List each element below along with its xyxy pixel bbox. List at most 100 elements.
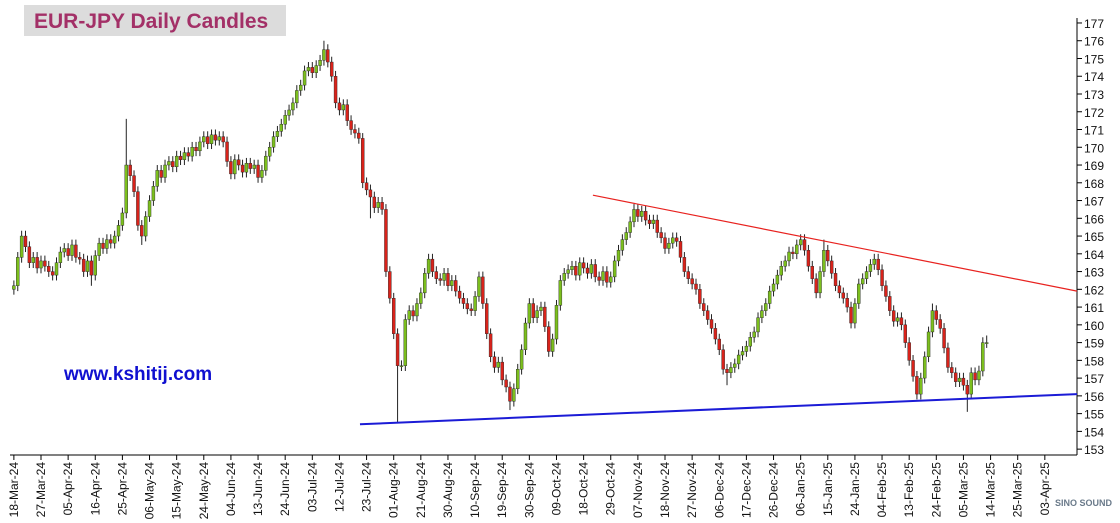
candle-body [674,237,679,242]
candle-body [78,257,82,260]
y-tick-label: 156 [1084,390,1104,404]
candle-body [70,244,74,256]
candle-body [717,338,721,350]
candle-body [775,274,780,285]
candle-body [279,123,284,132]
candle-body [109,239,113,244]
trend-line [592,194,1078,292]
candle-body [926,331,931,358]
y-tick-label: 167 [1084,195,1104,209]
candle-body [934,310,939,320]
candle-body [779,266,783,276]
candle-body [140,225,144,237]
x-tick-label: 05-Mar-25 [956,462,970,518]
candle-body [938,319,942,329]
candle-body [899,317,904,326]
x-tick-label: 17-Dec-24 [739,462,753,518]
candle-body [895,317,900,322]
y-tick-label: 176 [1084,35,1104,49]
candle-body [849,306,853,324]
candle-body [481,276,485,304]
candle-body [194,147,198,152]
candle-body [709,319,714,329]
trend-line [359,393,1078,426]
candle-body [66,248,70,256]
candle-body [733,363,737,368]
y-tick-label: 159 [1084,337,1104,351]
candle-body [492,356,497,368]
candle-body [85,260,90,272]
candle-body [368,189,373,198]
candle-body [54,262,59,276]
y-tick-label: 170 [1084,141,1104,155]
candle-body [171,161,175,168]
candle-body [868,264,873,272]
candle-body [636,209,640,217]
y-tick-label: 158 [1084,354,1104,368]
candle-body [884,285,888,297]
x-tick-label: 04-Feb-25 [875,462,889,518]
candle-body [39,260,43,269]
candle-body [609,276,613,283]
x-tick-label: 06-May-24 [143,462,157,520]
candle-body [829,260,834,274]
candle-body [911,360,915,377]
candle-body [124,164,128,214]
candle-body [81,258,86,272]
title-box [24,5,286,36]
x-tick-label: 04-Jun-24 [224,462,238,516]
candle-body [977,370,981,381]
candle-body [357,132,361,139]
candle-body [806,250,811,267]
candle-body [473,296,477,311]
candle-body [155,170,159,187]
candle-body [516,369,520,389]
x-tick-label: 12-Jul-24 [332,462,346,512]
candle-body [341,104,346,111]
candle-body [485,303,489,334]
candle-body [217,136,221,141]
candle-body [651,219,656,224]
candle-body [213,134,218,141]
candle-body [186,152,190,157]
candle-body [248,163,252,169]
candle-body [190,147,194,157]
candle-body [729,367,733,373]
candle-body [845,298,849,308]
candle-body [167,161,171,166]
candle-body [360,138,365,183]
x-tick-label: 24-May-24 [197,462,211,520]
candle-body [764,303,768,311]
candle-body [388,271,392,299]
candle-body [252,164,256,169]
candle-body [310,67,315,73]
candle-body [411,310,415,317]
candle-body [302,70,307,86]
candle-body [147,200,152,217]
candle-body [395,333,400,366]
candle-body [647,219,652,224]
candle-body [423,273,427,294]
candle-body [442,273,446,281]
candle-body [787,251,791,262]
candle-body [434,271,439,279]
candle-body [477,276,481,297]
candle-body [678,241,683,258]
x-tick-label: 24-Jan-25 [848,462,862,516]
y-tick-label: 172 [1084,106,1104,120]
candle-body [264,155,268,171]
candle-body [504,379,508,388]
candle-body [267,147,272,157]
candle-body [372,196,377,208]
candle-body [783,260,787,267]
candle-body [407,310,411,320]
candle-body [31,257,35,263]
candle-body [752,331,756,338]
candle-body [810,266,814,279]
candle-body [488,333,493,358]
candle-body [74,244,78,258]
candle-body [260,170,264,178]
candle-body [62,248,66,253]
candle-body [767,290,772,304]
candle-body [446,273,450,286]
